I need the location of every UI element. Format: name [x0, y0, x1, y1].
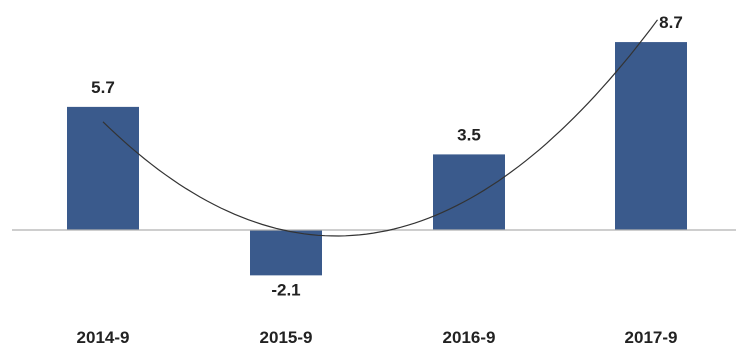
- x-tick-label-2017-9: 2017-9: [625, 328, 678, 347]
- trendline: [102, 19, 658, 237]
- bar-2015-9: [250, 230, 322, 276]
- data-label-2015-9: -2.1: [271, 280, 300, 299]
- x-tick-labels-group: 2014-9 2015-9 2016-9 2017-9: [77, 328, 678, 347]
- bars-group: [67, 42, 687, 276]
- bar-2017-9: [615, 42, 687, 230]
- bar-2014-9: [67, 106, 139, 230]
- x-tick-label-2014-9: 2014-9: [77, 328, 130, 347]
- data-labels-group: 5.7 -2.1 3.5 8.7: [91, 13, 683, 299]
- data-label-2016-9: 3.5: [457, 125, 481, 144]
- x-tick-label-2016-9: 2016-9: [443, 328, 496, 347]
- data-label-2014-9: 5.7: [91, 78, 115, 97]
- data-label-2017-9: 8.7: [659, 13, 683, 32]
- bar-2016-9: [433, 154, 505, 230]
- x-tick-label-2015-9: 2015-9: [260, 328, 313, 347]
